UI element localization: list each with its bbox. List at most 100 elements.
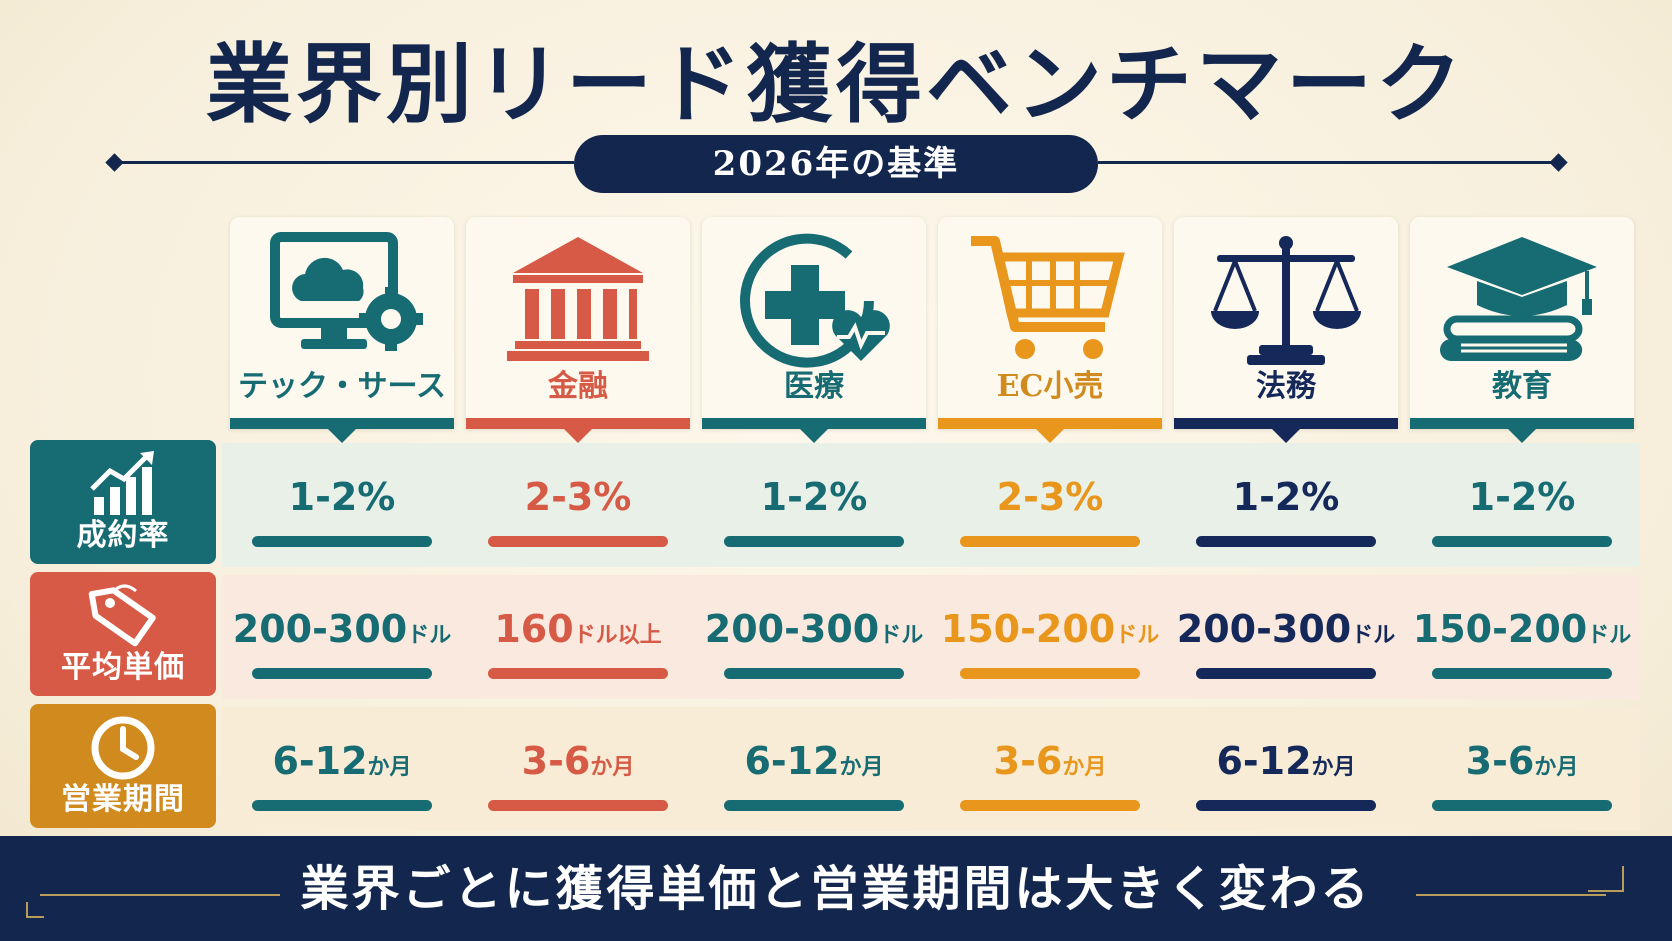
industry-label: テック・サース bbox=[238, 369, 446, 404]
industry-notch bbox=[564, 429, 592, 443]
row-label-average-price: 平均単価 bbox=[30, 572, 216, 696]
value-text: 6-12か月 bbox=[1174, 737, 1398, 791]
footer-ornament-left bbox=[26, 902, 44, 918]
value-text: 1-2% bbox=[702, 473, 926, 521]
value-number: 1-2% bbox=[1232, 475, 1340, 519]
industry-notch bbox=[328, 429, 356, 443]
industry-color-bar bbox=[702, 418, 926, 429]
value-cell-sales-cycle: 6-12か月 bbox=[1174, 707, 1398, 831]
value-unit: か月 bbox=[1311, 754, 1356, 780]
title-divider-right bbox=[1098, 161, 1558, 164]
value-number: 6-12 bbox=[744, 739, 840, 783]
value-unit: ドル bbox=[407, 622, 452, 648]
value-text: 150-200ドル bbox=[938, 605, 1162, 659]
value-underline-bar bbox=[960, 668, 1140, 679]
footer-rule-left bbox=[40, 894, 280, 896]
footer-ornament-right bbox=[1588, 866, 1624, 892]
industry-color-bar bbox=[1410, 418, 1634, 429]
value-text: 200-300ドル bbox=[230, 605, 454, 659]
monitor-cloud-gear-icon bbox=[230, 231, 454, 371]
value-cell-conversion-rate: 1-2% bbox=[1410, 443, 1634, 567]
value-underline-bar bbox=[252, 536, 432, 547]
medical-cross-heart-icon bbox=[702, 231, 926, 371]
value-unit: か月 bbox=[590, 754, 635, 780]
value-number: 6-12 bbox=[1216, 739, 1312, 783]
value-underline-bar bbox=[1432, 800, 1612, 811]
value-text: 1-2% bbox=[230, 473, 454, 521]
industry-color-bar bbox=[1174, 418, 1398, 429]
value-number: 2-3% bbox=[524, 475, 632, 519]
value-text: 2-3% bbox=[466, 473, 690, 521]
page-title: 業界別リード獲得ベンチマーク bbox=[206, 34, 1466, 135]
industry-notch bbox=[1508, 429, 1536, 443]
value-cell-average-price: 150-200ドル bbox=[938, 575, 1162, 699]
value-number: 150-200 bbox=[1412, 607, 1588, 651]
value-text: 200-300ドル bbox=[702, 605, 926, 659]
value-number: 200-300 bbox=[1176, 607, 1352, 651]
value-cell-conversion-rate: 2-3% bbox=[466, 443, 690, 567]
value-unit: か月 bbox=[1062, 754, 1107, 780]
value-underline-bar bbox=[724, 800, 904, 811]
value-number: 1-2% bbox=[288, 475, 396, 519]
row-background-conversion bbox=[222, 443, 1640, 567]
clock-icon bbox=[30, 712, 216, 784]
value-underline-bar bbox=[1196, 668, 1376, 679]
industry-color-bar bbox=[230, 418, 454, 429]
value-underline-bar bbox=[724, 668, 904, 679]
value-underline-bar bbox=[252, 668, 432, 679]
divider-diamond-left bbox=[105, 153, 124, 172]
value-unit: ドル bbox=[1351, 622, 1396, 648]
bank-icon bbox=[466, 231, 690, 371]
shopping-cart-icon bbox=[938, 231, 1162, 371]
value-cell-conversion-rate: 1-2% bbox=[702, 443, 926, 567]
value-text: 3-6か月 bbox=[938, 737, 1162, 791]
value-number: 160 bbox=[494, 607, 574, 651]
industry-label: 金融 bbox=[548, 369, 608, 404]
value-cell-sales-cycle: 6-12か月 bbox=[230, 707, 454, 831]
value-unit: か月 bbox=[839, 754, 884, 780]
value-underline-bar bbox=[1432, 668, 1612, 679]
value-number: 1-2% bbox=[760, 475, 868, 519]
scales-icon bbox=[1174, 231, 1398, 371]
value-number: 200-300 bbox=[232, 607, 408, 651]
industry-notch bbox=[1272, 429, 1300, 443]
value-text: 160ドル以上 bbox=[466, 605, 690, 659]
value-cell-sales-cycle: 3-6か月 bbox=[938, 707, 1162, 831]
price-tag-icon bbox=[30, 580, 216, 652]
footer-banner: 業界ごとに獲得単価と営業期間は大きく変わる bbox=[0, 836, 1672, 941]
value-number: 6-12 bbox=[272, 739, 368, 783]
industry-color-bar bbox=[938, 418, 1162, 429]
value-underline-bar bbox=[960, 800, 1140, 811]
value-cell-average-price: 160ドル以上 bbox=[466, 575, 690, 699]
value-text: 150-200ドル bbox=[1410, 605, 1634, 659]
industry-label: 法務 bbox=[1256, 369, 1316, 404]
value-text: 6-12か月 bbox=[702, 737, 926, 791]
value-text: 200-300ドル bbox=[1174, 605, 1398, 659]
value-cell-conversion-rate: 1-2% bbox=[1174, 443, 1398, 567]
value-underline-bar bbox=[960, 536, 1140, 547]
industry-label: 医療 bbox=[784, 369, 844, 404]
value-text: 2-3% bbox=[938, 473, 1162, 521]
value-text: 3-6か月 bbox=[466, 737, 690, 791]
value-unit: か月 bbox=[367, 754, 412, 780]
value-number: 2-3% bbox=[996, 475, 1104, 519]
industry-header-finance: 金融 bbox=[466, 217, 690, 443]
value-underline-bar bbox=[1196, 800, 1376, 811]
industry-header-tech-saas: テック・サース bbox=[230, 217, 454, 443]
value-cell-average-price: 200-300ドル bbox=[1174, 575, 1398, 699]
value-text: 6-12か月 bbox=[230, 737, 454, 791]
value-unit: ドル以上 bbox=[573, 622, 662, 648]
row-background-sales-cycle bbox=[222, 707, 1640, 831]
value-unit: ドル bbox=[879, 622, 924, 648]
value-cell-conversion-rate: 2-3% bbox=[938, 443, 1162, 567]
industry-label: 教育 bbox=[1492, 369, 1552, 404]
row-label-text: 営業期間 bbox=[61, 782, 185, 817]
value-underline-bar bbox=[724, 536, 904, 547]
value-text: 1-2% bbox=[1174, 473, 1398, 521]
industry-label: EC小売 bbox=[996, 369, 1104, 404]
value-underline-bar bbox=[488, 668, 668, 679]
value-cell-average-price: 200-300ドル bbox=[702, 575, 926, 699]
graduation-cap-books-icon bbox=[1410, 231, 1634, 371]
value-number: 200-300 bbox=[704, 607, 880, 651]
value-cell-average-price: 150-200ドル bbox=[1410, 575, 1634, 699]
